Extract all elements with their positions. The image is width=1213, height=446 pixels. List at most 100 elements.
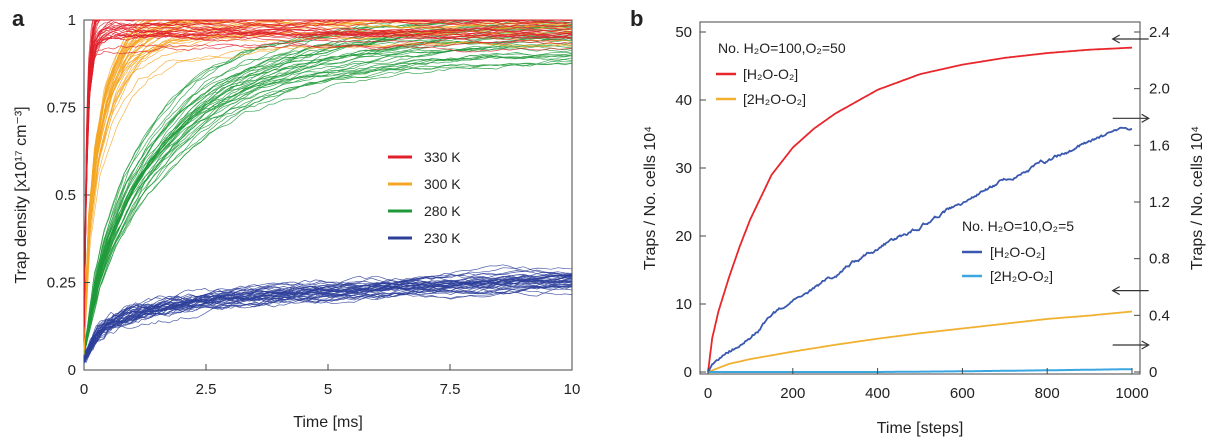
trace-line [83,26,573,336]
x-tick-label: 10 [564,381,581,398]
x-tick-label: 600 [950,385,975,402]
panel-b-y-label-left: Traps / No. cells 10⁴ [642,126,659,270]
y-tick-label: 50 [675,24,692,41]
y-tick-label: 20 [675,228,692,245]
trace-line [83,33,573,353]
trace-line [83,28,573,352]
y-tick-label-right: 2.0 [1149,81,1170,98]
panel-a-x-label: Time [ms] [293,414,363,431]
right-arrow-icon [1112,340,1150,350]
trace-line [83,273,573,362]
x-tick-label: 5 [324,381,332,398]
trace-line [83,31,573,354]
trace-line [83,19,573,335]
trace-line [83,43,573,339]
series-line-4 [708,368,1132,373]
trace-line [83,272,573,360]
panel-b-legend: No. H₂O=100,O₂=50 [H₂O-O₂] [2H₂O-O₂] No. H₂… [716,40,1074,284]
legend-label: [2H₂O-O₂] [743,91,806,107]
trace-line [83,285,573,361]
y-tick-label-right: 1.6 [1149,137,1170,154]
legend-label: 230 K [424,230,461,246]
trace-line [83,62,573,354]
series-230k [83,264,573,365]
trace-line [83,41,573,356]
panel-b-letter: b [630,6,643,31]
trace-line [83,277,573,362]
trace-line [83,19,573,335]
series-line-2 [707,310,1133,373]
trace-line [83,273,573,358]
x-tick-label: 0 [704,385,712,402]
legend-label: 280 K [424,203,461,219]
trace-line [83,291,573,361]
trace-line [83,19,572,337]
series-330k [83,19,573,339]
panel-b-curves [707,46,1133,373]
trace-line [83,19,572,334]
y-tick-label-right: 0 [1149,364,1157,381]
x-tick-label: 200 [780,385,805,402]
panel-b-y-ticks-right: 0 0.4 0.8 1.2 1.6 2.0 2.4 [1134,24,1170,381]
y-tick-label: 30 [675,160,692,177]
x-tick-label: 800 [1035,385,1060,402]
y-tick-label: 0.5 [55,187,76,204]
trace-line [83,20,573,354]
y-tick-label: 10 [675,296,692,313]
trace-line [83,274,573,363]
left-arrow-icon [1111,34,1149,44]
panel-b-y-label-right: Traps / No. cells 10⁴ [1189,126,1206,270]
trace-line [83,55,573,354]
legend-group-title: No. H₂O=10,O₂=5 [962,218,1074,234]
trace-line [83,270,573,363]
x-tick-label: 2.5 [196,381,217,398]
legend-label: 330 K [424,149,461,165]
series-line-3 [707,126,1133,373]
trace-line [83,41,573,337]
panel-a-legend: 330 K 300 K 280 K 230 K [388,149,461,246]
y-tick-label: 1 [68,12,76,29]
y-tick-label: 0.25 [47,275,76,292]
panel-a-x-ticks: 0 2.5 5 7.5 10 [80,364,581,398]
y-tick-label: 0.75 [47,100,76,117]
panel-b: b 0 200 400 600 800 1000 0 10 20 30 40 50 0 0.4 0.8 1… [630,6,1206,437]
panel-a-y-label: Trap density [x10¹⁷ cm⁻³] [13,106,30,283]
panel-b-y-ticks-left: 0 10 20 30 40 50 [675,24,706,381]
legend-label: [H₂O-O₂] [743,66,798,82]
panel-b-x-label: Time [steps] [877,420,964,437]
trace-line [83,280,573,361]
panel-a-letter: a [12,6,25,31]
trace-line [83,62,573,355]
trace-line [83,55,573,354]
right-arrow-icon [1112,113,1150,123]
trace-line [83,44,573,354]
y-tick-label-right: 0.4 [1149,307,1170,324]
panel-b-axis-arrows [1111,34,1150,350]
trace-line [83,29,573,338]
x-tick-label: 7.5 [440,381,461,398]
legend-label: [H₂O-O₂] [990,244,1045,260]
x-tick-label: 400 [865,385,890,402]
trace-line [83,25,573,353]
legend-label: 300 K [424,176,461,192]
panel-a: a 0 2.5 5 7.5 10 0 0.25 0.5 0.75 1 Time [ms] Tra… [12,6,580,431]
trace-line [83,32,573,339]
trace-line [83,285,573,362]
x-tick-label: 1000 [1115,385,1148,402]
trace-line [83,42,573,355]
y-tick-label: 0 [68,362,76,379]
x-tick-label: 0 [80,381,88,398]
trace-line [83,275,573,361]
series-line-1 [707,46,1133,373]
legend-label: [2H₂O-O₂] [990,268,1053,284]
y-tick-label-right: 0.8 [1149,251,1170,268]
trace-line [83,274,573,359]
trace-line [83,19,573,351]
panel-b-x-ticks: 0 200 400 600 800 1000 [704,368,1149,402]
legend-group-title: No. H₂O=100,O₂=50 [718,40,846,56]
panel-a-y-ticks: 0 0.25 0.5 0.75 1 [47,12,90,379]
trace-line [83,279,573,359]
y-tick-label: 0 [684,364,692,381]
